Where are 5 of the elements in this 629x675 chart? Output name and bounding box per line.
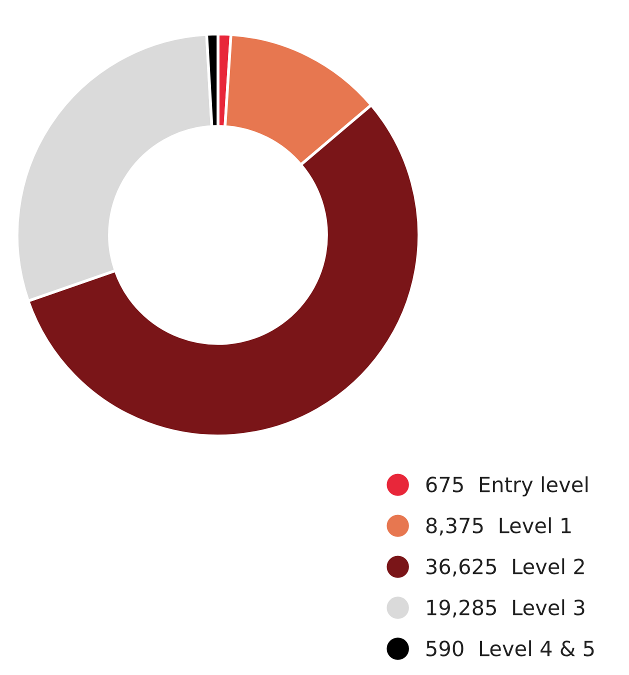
legend-label: 8,375 Level 1: [426, 517, 571, 536]
legend-label: 675 Entry level: [426, 476, 588, 496]
legend-label: 590 Level 4 & 5: [426, 640, 594, 656]
legend-label: 19,285 Level 3: [427, 599, 584, 618]
legend-label: 36,625 Level 2: [426, 558, 584, 577]
